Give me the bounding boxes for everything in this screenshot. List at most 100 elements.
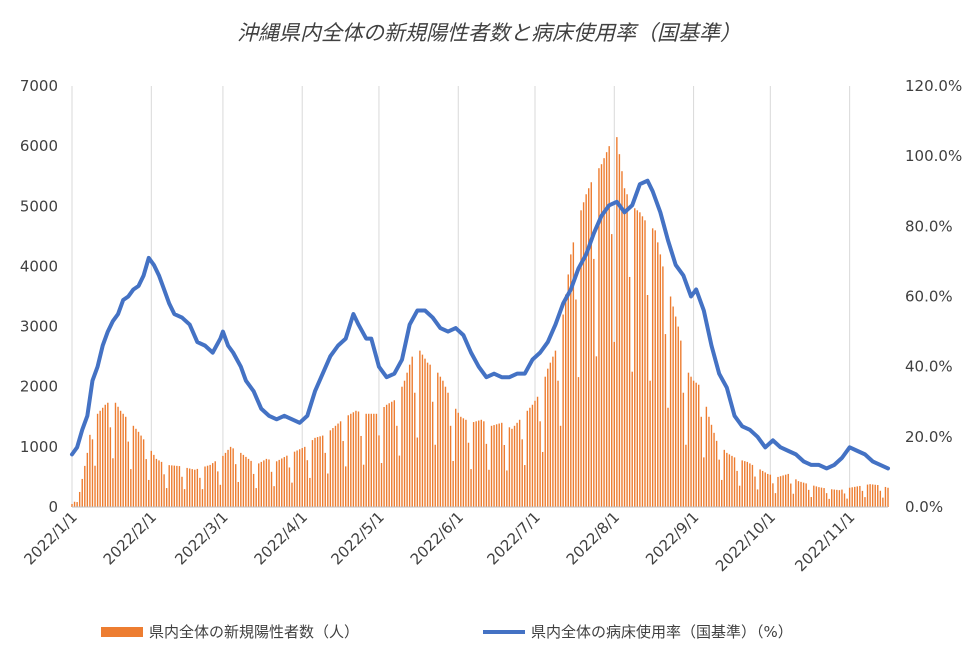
bar-80 bbox=[275, 461, 278, 507]
bar-42 bbox=[178, 466, 181, 507]
y-right-tick-1: 20.0% bbox=[905, 428, 953, 446]
x-tick-2: 2022/3/1 bbox=[171, 508, 231, 568]
bar-53 bbox=[206, 465, 209, 507]
bar-54 bbox=[209, 464, 211, 507]
bar-134 bbox=[414, 392, 416, 507]
bar-124 bbox=[388, 403, 390, 507]
bar-226 bbox=[649, 380, 651, 507]
bar-87 bbox=[293, 451, 296, 507]
bar-222 bbox=[639, 212, 641, 508]
bar-172 bbox=[511, 428, 513, 507]
bar-275 bbox=[774, 493, 777, 507]
y-left-tick-4: 4000 bbox=[20, 257, 58, 275]
bar-236 bbox=[674, 316, 677, 507]
bar-102 bbox=[332, 428, 334, 507]
bar-305 bbox=[851, 487, 853, 507]
bar-70 bbox=[250, 460, 252, 507]
bar-288 bbox=[808, 489, 810, 507]
bar-4 bbox=[81, 478, 83, 507]
bar-217 bbox=[626, 194, 628, 507]
bar-239 bbox=[682, 392, 685, 507]
bar-182 bbox=[536, 396, 539, 507]
bar-166 bbox=[495, 424, 498, 507]
bar-167 bbox=[498, 423, 500, 507]
bar-143 bbox=[437, 372, 439, 507]
bar-208 bbox=[603, 158, 605, 508]
bar-209 bbox=[605, 152, 608, 507]
bar-116 bbox=[368, 413, 370, 507]
legend: 県内全体の新規陽性者数（人） 県内全体の病床使用率（国基準）（%） bbox=[101, 623, 793, 641]
bar-146 bbox=[444, 386, 447, 507]
bar-39 bbox=[171, 465, 173, 507]
bar-101 bbox=[329, 430, 332, 507]
bar-261 bbox=[738, 485, 741, 507]
bar-179 bbox=[529, 407, 531, 507]
bar-285 bbox=[800, 481, 802, 507]
line-series bbox=[70, 178, 890, 471]
bar-3 bbox=[78, 491, 81, 507]
bar-213 bbox=[616, 137, 618, 507]
bar-12 bbox=[101, 407, 104, 507]
bar-140 bbox=[429, 364, 431, 507]
bar-295 bbox=[825, 493, 828, 507]
bar-149 bbox=[452, 460, 454, 507]
bar-206 bbox=[598, 168, 600, 507]
x-tick-4: 2022/5/1 bbox=[327, 508, 387, 568]
bar-220 bbox=[634, 208, 636, 508]
bar-278 bbox=[782, 475, 784, 507]
bar-188 bbox=[552, 356, 554, 507]
bar-52 bbox=[204, 466, 206, 507]
bar-274 bbox=[772, 483, 774, 507]
bar-107 bbox=[345, 466, 347, 507]
bar-204 bbox=[593, 258, 595, 507]
bar-36 bbox=[163, 474, 165, 507]
bar-175 bbox=[518, 419, 521, 507]
bar-137 bbox=[421, 354, 424, 507]
bar-15 bbox=[109, 427, 112, 507]
bar-89 bbox=[298, 449, 301, 507]
bar-59 bbox=[222, 455, 224, 507]
bar-136 bbox=[419, 350, 421, 507]
bar-95 bbox=[314, 437, 316, 507]
bar-93 bbox=[309, 477, 311, 507]
bar-158 bbox=[475, 421, 477, 507]
bar-91 bbox=[304, 446, 306, 507]
bar-111 bbox=[355, 410, 357, 507]
bar-212 bbox=[613, 341, 615, 507]
bar-14 bbox=[107, 402, 109, 507]
bar-248 bbox=[705, 406, 708, 507]
bar-97 bbox=[319, 436, 321, 507]
bar-141 bbox=[431, 401, 434, 507]
bar-301 bbox=[841, 489, 843, 507]
bar-272 bbox=[767, 473, 769, 507]
bar-118 bbox=[373, 413, 375, 507]
bar-266 bbox=[751, 464, 754, 507]
bar-145 bbox=[442, 380, 444, 507]
bar-315 bbox=[877, 485, 879, 507]
bar-319 bbox=[887, 487, 889, 507]
bar-81 bbox=[278, 459, 280, 507]
bar-21 bbox=[125, 416, 127, 507]
bar-233 bbox=[667, 407, 669, 507]
bar-129 bbox=[401, 386, 403, 507]
bar-11 bbox=[99, 410, 101, 507]
bar-170 bbox=[506, 470, 508, 507]
bar-49 bbox=[196, 468, 199, 507]
bar-160 bbox=[480, 419, 482, 507]
bar-207 bbox=[600, 164, 603, 507]
bar-56 bbox=[214, 461, 216, 507]
bar-221 bbox=[636, 210, 639, 508]
bar-128 bbox=[398, 455, 401, 507]
bar-205 bbox=[595, 356, 598, 507]
bar-2 bbox=[76, 502, 78, 507]
bar-230 bbox=[659, 254, 662, 507]
bar-85 bbox=[288, 467, 291, 507]
x-tick-5: 2022/6/1 bbox=[407, 508, 467, 568]
bar-83 bbox=[283, 457, 286, 507]
bar-271 bbox=[764, 472, 766, 507]
bar-234 bbox=[669, 296, 672, 507]
bar-309 bbox=[861, 490, 864, 507]
bar-181 bbox=[534, 400, 536, 507]
bar-284 bbox=[797, 481, 800, 507]
